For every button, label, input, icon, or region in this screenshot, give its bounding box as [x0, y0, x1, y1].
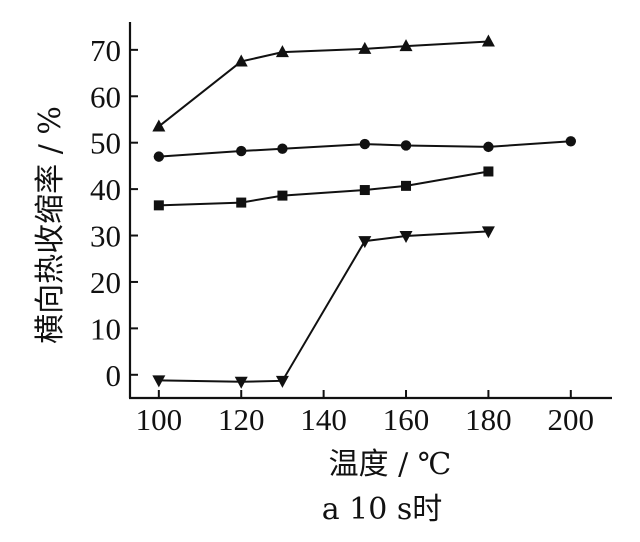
ticks: 100 120 140 160 180 200 0 10 20 30 40 50 60 70: [90, 33, 594, 437]
x-tick-label: 180: [465, 402, 512, 437]
data-point-triangle-down: [152, 375, 166, 388]
data-point-triangle-up: [481, 34, 495, 47]
y-tick-label: 60: [90, 79, 121, 114]
data-point-square: [153, 200, 164, 211]
y-tick-label: 10: [90, 311, 121, 346]
axes: [128, 22, 612, 400]
data-point-triangle-up: [234, 54, 248, 67]
data-point-square: [483, 166, 494, 177]
series-line-triangle-up: [158, 40, 489, 128]
x-tick-label: 100: [136, 402, 183, 437]
data-point-circle: [565, 136, 577, 147]
y-tick-label: 0: [106, 358, 122, 393]
series-triangle-down: [152, 226, 495, 389]
x-tick-label: 120: [218, 402, 265, 437]
data-point-square: [277, 190, 288, 201]
data-point-square: [359, 185, 370, 196]
x-tick-label: 160: [383, 402, 430, 437]
data-point-square: [401, 180, 412, 191]
data-point-circle: [483, 141, 494, 153]
y-tick-label: 30: [90, 219, 121, 254]
series-triangle-up: [152, 34, 495, 132]
data-point-circle: [153, 151, 165, 162]
data-point-circle: [400, 140, 412, 151]
x-axis-title: 温度 / ℃: [329, 447, 452, 482]
data-point-circle: [359, 138, 371, 150]
data-point-circle: [236, 145, 247, 157]
data-point-triangle-down: [234, 376, 248, 389]
data-point-triangle-down: [275, 375, 289, 388]
series-line-square: [158, 170, 489, 207]
series-circle: [153, 136, 577, 162]
y-tick-label: 40: [90, 172, 121, 207]
data-point-triangle-down: [358, 236, 372, 249]
figure-caption: a 10 s时: [322, 492, 443, 527]
series-line-triangle-down: [158, 230, 489, 383]
data-point-circle: [277, 143, 288, 154]
data-point-triangle-down: [481, 226, 495, 239]
x-tick-label: 140: [300, 402, 347, 437]
data-point-triangle-up: [358, 41, 372, 54]
series-square: [153, 166, 494, 211]
y-tick-label: 70: [90, 33, 121, 68]
y-tick-label: 20: [90, 265, 121, 300]
series: [152, 34, 577, 389]
data-point-triangle-up: [399, 39, 413, 52]
data-point-triangle-down: [399, 230, 413, 243]
data-point-triangle-up: [275, 45, 289, 58]
x-tick-label: 200: [548, 402, 595, 437]
y-tick-label: 50: [90, 126, 121, 161]
data-point-square: [236, 197, 247, 208]
y-axis-title: 横向热收缩率 / %: [33, 106, 68, 344]
data-point-triangle-up: [152, 119, 166, 132]
